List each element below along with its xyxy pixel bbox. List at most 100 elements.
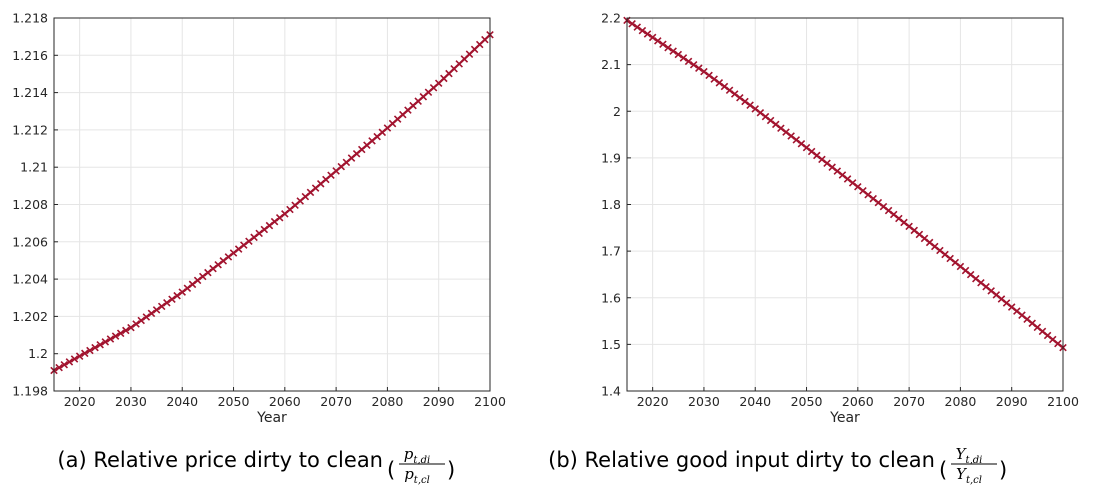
data-point-marker xyxy=(674,50,683,59)
x-tick-label: 2090 xyxy=(996,394,1028,409)
data-point-marker xyxy=(869,194,877,203)
panel-b-fraction-numerator: Yt,di xyxy=(956,445,983,466)
data-point-marker xyxy=(669,47,677,55)
y-tick-label: 1.216 xyxy=(12,48,48,63)
data-point-marker xyxy=(255,229,263,238)
x-tick-label: 2050 xyxy=(791,394,823,409)
data-point-marker xyxy=(152,306,161,314)
panel-a-left-paren: ( xyxy=(387,458,395,482)
data-point-marker xyxy=(689,61,698,69)
y-tick-label: 1.206 xyxy=(12,234,48,249)
x-tick-label: 2040 xyxy=(166,394,198,409)
data-point-marker xyxy=(245,237,253,246)
data-point-marker xyxy=(648,33,657,42)
x-tick-label: 2030 xyxy=(115,394,147,409)
data-point-marker xyxy=(710,75,718,83)
panel-b-caption-text: (b) Relative good input dirty to clean xyxy=(548,448,935,472)
series-line xyxy=(53,33,491,372)
data-point-marker xyxy=(132,320,140,328)
y-tick-label: 1.214 xyxy=(12,85,48,100)
panel-a-y-ticks: 1.198 1.2 1.202 1.204 1.206 1.208 1.21 1.212 1.2… xyxy=(12,11,58,399)
y-tick-label: 1.218 xyxy=(12,11,48,26)
data-point-marker xyxy=(633,23,642,31)
data-point-marker xyxy=(163,299,171,307)
data-point-marker xyxy=(725,86,734,95)
data-point-marker xyxy=(270,217,279,226)
data-point-marker xyxy=(843,175,852,183)
y-tick-label: 1.204 xyxy=(12,272,48,287)
data-point-marker xyxy=(106,335,115,343)
data-point-marker xyxy=(792,136,801,144)
panel-b-x-ticks: 2020 2030 2040 2050 2060 2070 2080 2090 2100 xyxy=(637,387,1079,409)
y-tick-label: 1.9 xyxy=(601,150,621,165)
data-point-marker xyxy=(864,190,872,199)
data-point-marker xyxy=(782,128,790,136)
panel-b-caption: (b) Relative good input dirty to clean (… xyxy=(548,445,1007,486)
data-point-marker xyxy=(81,349,89,358)
data-point-marker xyxy=(813,151,821,160)
data-point-marker xyxy=(695,64,703,72)
panel-b: 2020 2030 2040 2050 2060 2070 2080 2090 2100 1.4… xyxy=(548,11,1079,487)
data-point-marker xyxy=(838,171,847,179)
x-tick-label: 2080 xyxy=(372,394,404,409)
x-tick-label: 2090 xyxy=(423,394,455,409)
x-tick-label: 2060 xyxy=(842,394,874,409)
data-point-marker xyxy=(854,183,862,191)
x-tick-label: 2050 xyxy=(218,394,250,409)
y-tick-label: 1.202 xyxy=(12,309,48,324)
data-point-marker xyxy=(741,97,749,106)
data-point-marker xyxy=(183,284,192,293)
panel-b-left-paren: ( xyxy=(939,458,947,482)
data-point-marker xyxy=(147,309,156,318)
data-point-marker xyxy=(659,40,667,49)
data-point-marker xyxy=(797,139,806,148)
panel-a-plot xyxy=(50,31,494,375)
y-tick-label: 1.6 xyxy=(601,290,621,305)
y-tick-label: 2.2 xyxy=(601,11,621,26)
data-point-marker xyxy=(751,105,760,113)
data-point-marker xyxy=(756,109,765,117)
data-point-marker xyxy=(807,147,816,156)
y-tick-label: 1.7 xyxy=(601,244,621,259)
data-point-marker xyxy=(787,132,795,140)
data-point-marker xyxy=(86,346,94,355)
data-point-marker xyxy=(879,202,888,211)
panel-a: 2020 2030 2040 2050 2060 2070 2080 2090 2100 1.1… xyxy=(12,11,506,487)
x-tick-label: 2030 xyxy=(688,394,720,409)
data-point-marker xyxy=(802,143,811,152)
data-point-marker xyxy=(250,233,258,242)
data-point-marker xyxy=(219,257,228,265)
data-point-marker xyxy=(761,112,770,121)
data-point-marker xyxy=(643,30,652,38)
panel-a-x-axis-label: Year xyxy=(256,410,287,426)
data-point-marker xyxy=(638,26,647,35)
data-point-marker xyxy=(895,214,903,223)
data-point-marker xyxy=(209,264,217,273)
panel-b-plot xyxy=(623,16,1067,352)
data-point-marker xyxy=(705,71,713,80)
data-point-marker xyxy=(55,363,63,372)
data-point-marker xyxy=(818,155,826,164)
y-tick-label: 1.208 xyxy=(12,197,48,212)
data-point-marker xyxy=(715,79,724,87)
panel-b-fraction-denominator: Yt,cl xyxy=(956,465,982,486)
data-point-marker xyxy=(122,326,130,335)
panel-a-grid xyxy=(54,17,491,392)
data-point-marker xyxy=(188,280,197,289)
data-point-marker xyxy=(874,198,883,207)
panel-b-right-paren: ) xyxy=(999,458,1007,482)
series-line xyxy=(626,19,1064,349)
x-tick-label: 2080 xyxy=(945,394,977,409)
data-point-marker xyxy=(137,316,145,325)
data-point-marker xyxy=(101,338,110,346)
data-point-marker xyxy=(700,67,708,76)
y-tick-label: 1.8 xyxy=(601,197,621,212)
data-point-marker xyxy=(833,167,842,175)
data-point-marker xyxy=(828,163,836,171)
data-point-marker xyxy=(91,343,99,352)
panel-a-x-ticks: 2020 2030 2040 2050 2060 2070 2080 2090 2100 xyxy=(64,387,506,409)
data-point-marker xyxy=(654,37,662,45)
x-tick-label: 2040 xyxy=(739,394,771,409)
data-point-marker xyxy=(193,276,202,285)
panel-a-fraction-denominator: pt,cl xyxy=(404,465,430,486)
